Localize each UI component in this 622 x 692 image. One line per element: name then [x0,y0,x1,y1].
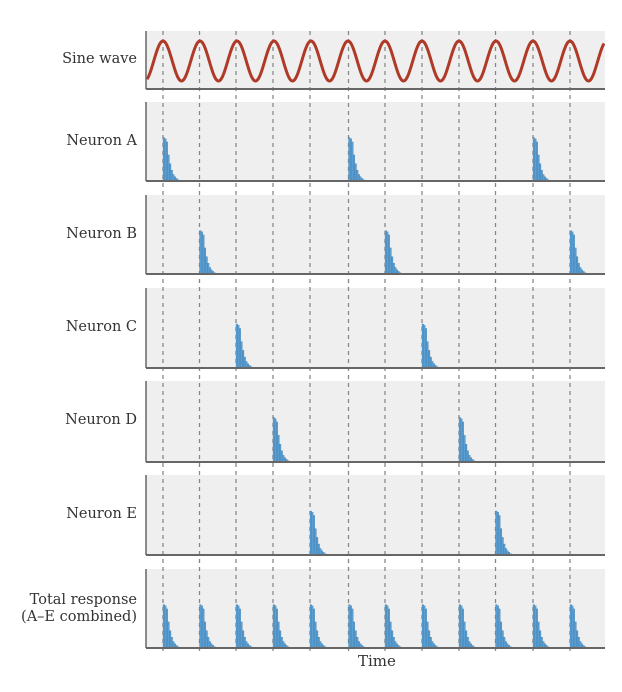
label-neuron-a: Neuron A [66,133,137,149]
label-sine-wave: Sine wave [62,51,137,67]
spike-burst [199,604,216,649]
x-axis-label: Time [358,652,396,670]
panel-2 [146,195,605,274]
spike-burst [495,510,512,556]
panel-3 [146,288,605,368]
label-neuron-e: Neuron E [66,506,137,522]
panel-5 [146,475,605,555]
spike-burst [162,137,180,182]
label-neuron-c: Neuron C [65,319,137,335]
panel-1 [146,102,605,181]
spike-burst [272,417,290,463]
spike-burst [272,604,290,649]
label-total-line2: (A–E combined) [21,609,137,625]
label-neuron-d: Neuron D [65,412,137,428]
spike-burst [348,137,365,182]
label-total-line1: Total response [29,592,137,608]
panel-6 [146,569,605,648]
spike-burst [199,230,216,275]
spike-burst [348,604,365,649]
label-total-response: Total response (A–E combined) [21,592,137,626]
sine-wave-line [145,39,606,83]
spike-burst [421,604,439,649]
label-neuron-b: Neuron B [66,226,137,242]
panel-4 [146,381,605,462]
spike-burst [495,604,512,649]
spike-burst [309,510,327,556]
